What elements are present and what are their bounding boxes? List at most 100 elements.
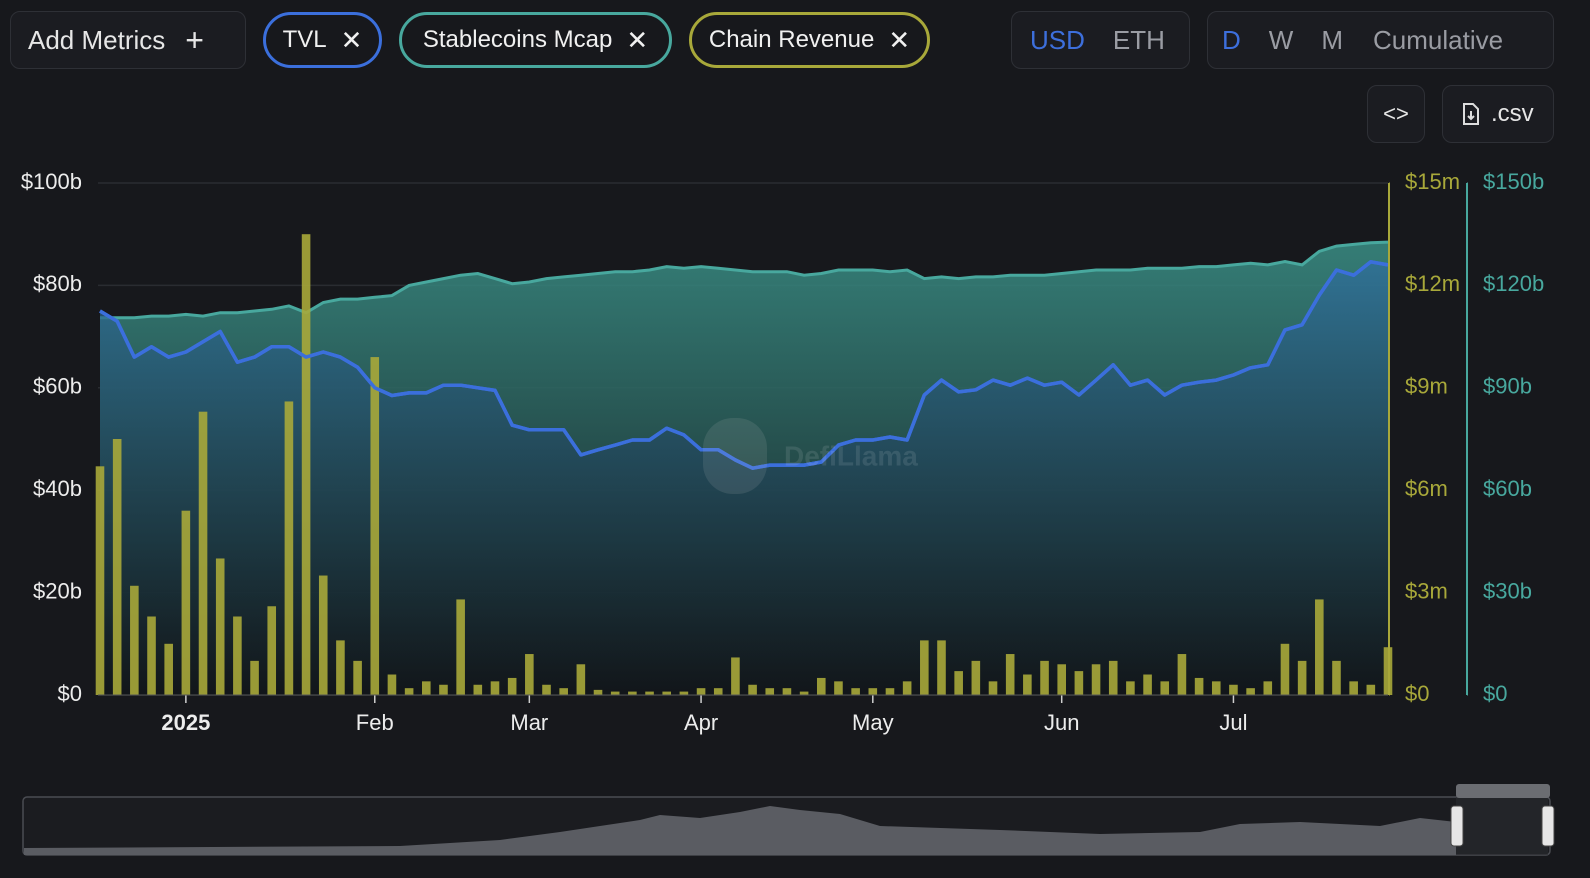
navigator-grip[interactable]: [1456, 784, 1550, 798]
bar: [628, 691, 637, 695]
y-tick-label: $3m: [1405, 578, 1448, 603]
add-metrics-label: Add Metrics: [28, 24, 166, 55]
csv-button[interactable]: .csv: [1442, 85, 1554, 143]
bar: [765, 688, 775, 695]
currency-option[interactable]: USD: [1030, 24, 1085, 55]
navigator-window[interactable]: [1456, 797, 1548, 855]
bar: [1263, 681, 1273, 695]
bar: [1057, 664, 1066, 695]
x-tick-label: May: [852, 710, 894, 735]
bar: [885, 688, 895, 695]
plus-icon: +: [185, 21, 204, 58]
period-option[interactable]: D: [1222, 24, 1241, 55]
navigator-handle-left[interactable]: [1450, 805, 1464, 847]
bar: [1091, 664, 1101, 695]
line: [99, 260, 1389, 470]
y-tick-label: $15m: [1405, 169, 1460, 194]
y-tick-label: $60b: [33, 374, 82, 399]
bar: [1040, 660, 1049, 695]
bar: [593, 689, 603, 695]
bar: [1126, 681, 1135, 695]
pill-label: Chain Revenue: [708, 26, 875, 53]
embed-button[interactable]: <>: [1367, 85, 1425, 143]
bar: [834, 681, 843, 695]
bar: [645, 691, 654, 695]
currency-option[interactable]: ETH: [1112, 24, 1165, 55]
x-tick-label: Jun: [1044, 710, 1079, 735]
bar: [1160, 681, 1170, 695]
area-line: [100, 240, 1389, 320]
bar: [1177, 654, 1187, 695]
y-tick-label: $0: [1483, 681, 1507, 706]
bar: [920, 640, 929, 695]
y-tick-label: $100b: [21, 169, 82, 194]
navigator-handle-right[interactable]: [1541, 805, 1555, 847]
navigator-shape: [24, 806, 1456, 855]
bar: [1349, 681, 1358, 695]
bar: [713, 688, 723, 695]
x-tick-label: Feb: [356, 710, 394, 735]
y-tick-label: $0: [58, 681, 82, 706]
y-tick-label: $12m: [1405, 271, 1460, 296]
bar: [164, 643, 173, 695]
period-option[interactable]: W: [1268, 24, 1294, 55]
pill-label: Stablecoins Mcap: [422, 26, 613, 53]
remove-icon[interactable]: ✕: [888, 24, 911, 55]
bar: [988, 681, 998, 695]
bar: [525, 654, 534, 695]
bar: [473, 684, 483, 695]
remove-icon[interactable]: ✕: [626, 24, 649, 55]
period-option[interactable]: Cumulative: [1373, 24, 1504, 55]
bar: [1332, 660, 1341, 695]
metric-pill[interactable]: Stablecoins Mcap ✕: [399, 12, 672, 68]
bar: [456, 599, 465, 695]
bar: [971, 660, 981, 695]
add-metrics-button[interactable]: Add Metrics +: [10, 11, 246, 69]
remove-icon[interactable]: ✕: [340, 24, 363, 55]
metric-pill[interactable]: TVL ✕: [263, 12, 382, 68]
csv-label: .csv: [1491, 100, 1534, 127]
bar: [490, 681, 500, 695]
y-tick-label: $20b: [33, 578, 82, 603]
bar: [731, 657, 740, 695]
bar: [782, 688, 792, 695]
x-tick-label: Apr: [684, 710, 718, 735]
line-area: [100, 261, 1388, 695]
bar: [542, 684, 551, 695]
range-navigator[interactable]: [22, 784, 1555, 856]
bar: [954, 671, 963, 695]
currency-toggle: USD ETH: [1011, 11, 1190, 69]
watermark-logo: [703, 418, 767, 494]
y-tick-label: $150b: [1483, 169, 1544, 194]
download-icon: [1463, 103, 1479, 125]
bar: [198, 411, 208, 695]
bar: [439, 684, 448, 695]
bar: [1297, 660, 1307, 695]
bar: [851, 688, 860, 695]
bar: [507, 677, 517, 695]
bar: [215, 558, 225, 695]
bar: [1005, 654, 1015, 695]
bar: [662, 691, 672, 695]
metric-pill[interactable]: Chain Revenue ✕: [689, 12, 930, 68]
bar: [422, 681, 431, 695]
x-tick-label: Mar: [510, 710, 548, 735]
y-tick-label: $6m: [1405, 476, 1448, 501]
plot: [95, 234, 1393, 695]
bar: [404, 688, 414, 695]
period-option[interactable]: M: [1321, 24, 1343, 55]
bar: [816, 677, 826, 695]
bar: [1074, 671, 1084, 695]
bar: [696, 688, 706, 695]
bar: [902, 681, 912, 695]
bar: [1229, 684, 1238, 695]
bar: [284, 401, 294, 695]
watermark: DefiLlama: [784, 440, 918, 471]
y-tick-label: $30b: [1483, 578, 1532, 603]
bar: [559, 688, 568, 695]
bar: [181, 510, 191, 695]
x-tick-label: 2025: [161, 710, 210, 735]
bar: [1246, 688, 1255, 695]
